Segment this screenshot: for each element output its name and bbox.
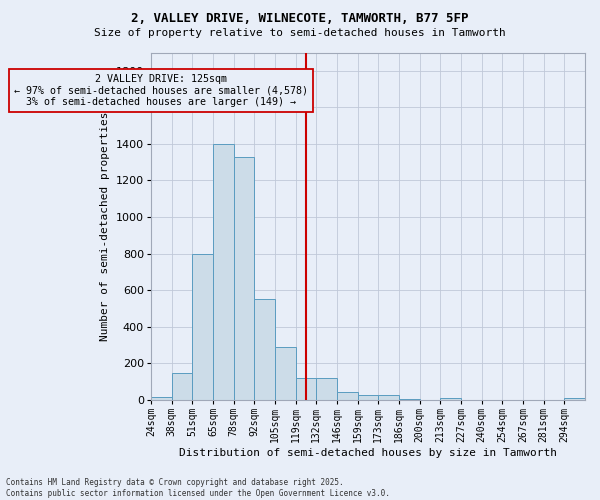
Y-axis label: Number of semi-detached properties: Number of semi-detached properties — [100, 112, 110, 341]
Text: Contains HM Land Registry data © Crown copyright and database right 2025.
Contai: Contains HM Land Registry data © Crown c… — [6, 478, 390, 498]
Bar — [440, 398, 461, 400]
Bar — [254, 299, 275, 400]
Bar — [151, 397, 172, 400]
Bar — [399, 399, 419, 400]
Bar — [296, 378, 316, 400]
Text: Size of property relative to semi-detached houses in Tamworth: Size of property relative to semi-detach… — [94, 28, 506, 38]
Bar — [213, 144, 233, 400]
Bar — [172, 373, 192, 400]
Bar — [275, 346, 296, 400]
Bar — [233, 156, 254, 400]
Bar — [565, 398, 585, 400]
X-axis label: Distribution of semi-detached houses by size in Tamworth: Distribution of semi-detached houses by … — [179, 448, 557, 458]
Bar — [358, 395, 378, 400]
Bar — [337, 392, 358, 400]
Text: 2, VALLEY DRIVE, WILNECOTE, TAMWORTH, B77 5FP: 2, VALLEY DRIVE, WILNECOTE, TAMWORTH, B7… — [131, 12, 469, 26]
Text: 2 VALLEY DRIVE: 125sqm
← 97% of semi-detached houses are smaller (4,578)
3% of s: 2 VALLEY DRIVE: 125sqm ← 97% of semi-det… — [14, 74, 308, 108]
Bar — [192, 254, 213, 400]
Bar — [316, 378, 337, 400]
Bar — [378, 395, 399, 400]
